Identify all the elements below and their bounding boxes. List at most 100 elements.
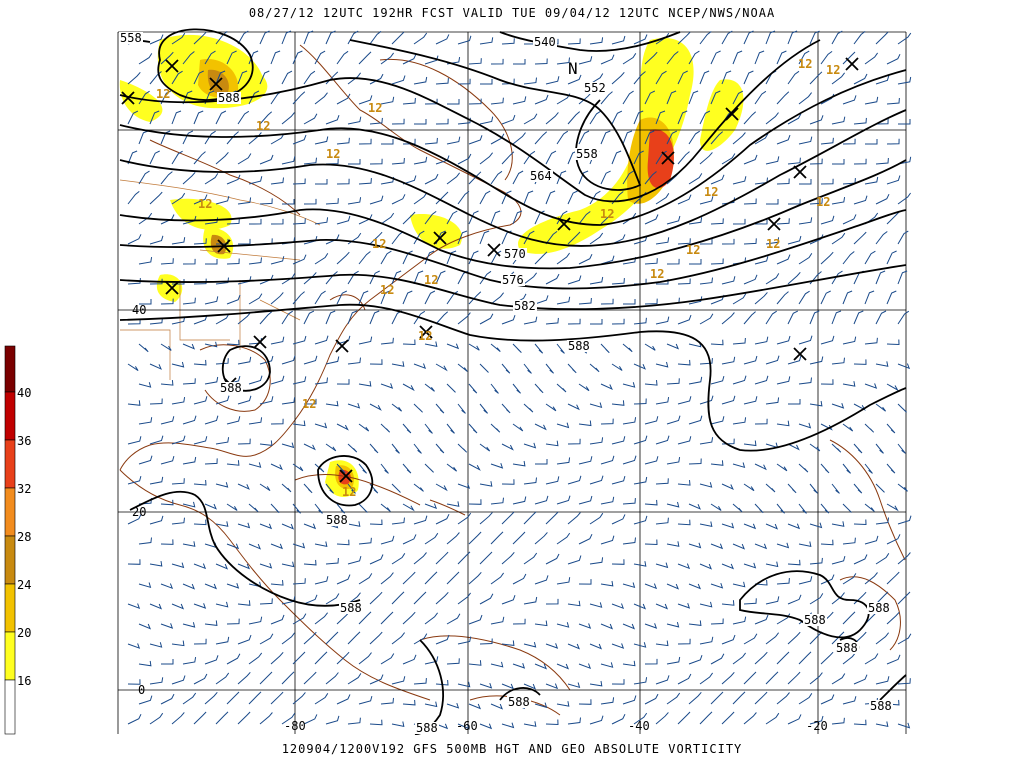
wind-barb — [380, 52, 395, 65]
wind-barb — [325, 557, 339, 565]
wind-barb — [380, 290, 391, 305]
wind-barb — [622, 53, 637, 65]
wind-barb — [490, 616, 505, 625]
wind-barb — [270, 375, 285, 385]
wind-barb — [765, 397, 780, 405]
wind-barb — [391, 676, 406, 685]
wind-barb — [710, 131, 724, 145]
wind-barb — [171, 517, 185, 525]
wind-barb — [535, 459, 548, 465]
wind-barb — [567, 512, 581, 525]
vorticity-label: 12 — [326, 147, 340, 161]
wind-barb — [490, 383, 499, 394]
vorticity-label: 12 — [380, 283, 394, 297]
wind-barb — [688, 217, 703, 225]
wind-barb — [358, 652, 372, 665]
wind-barb — [160, 380, 174, 386]
wind-barb — [501, 479, 515, 485]
wind-barb — [743, 712, 757, 725]
wind-barb — [171, 237, 186, 245]
wind-barb — [369, 231, 383, 245]
wind-barb — [622, 582, 636, 589]
wind-barb — [303, 310, 315, 325]
wind-barb — [512, 170, 524, 185]
wind-barb — [787, 443, 800, 451]
wind-barb — [182, 130, 194, 145]
wind-barb — [413, 591, 427, 605]
wind-barb — [336, 463, 346, 474]
wind-barb — [633, 677, 648, 685]
wind-barb — [556, 57, 570, 65]
wind-barb — [138, 382, 152, 388]
wind-barb — [655, 712, 669, 725]
wind-barb — [776, 503, 785, 514]
wind-barb — [666, 415, 681, 425]
wind-barb — [589, 512, 604, 525]
wind-barb — [468, 291, 482, 305]
wind-barb — [501, 315, 516, 325]
wind-barb — [226, 543, 240, 550]
wind-barb — [171, 150, 183, 165]
wind-barb — [798, 541, 812, 548]
wind-barb — [787, 310, 799, 325]
wind-barb — [545, 476, 560, 485]
vorticity-label: 12 — [156, 87, 170, 101]
wind-barb — [732, 652, 746, 665]
wind-barb — [853, 231, 867, 245]
wind-barb — [798, 217, 813, 225]
wind-barb — [237, 483, 250, 490]
wind-barb — [215, 277, 229, 285]
wind-barb — [204, 296, 219, 305]
wind-barb — [677, 278, 691, 285]
wind-barb — [380, 535, 395, 545]
wind-barb — [391, 443, 400, 454]
wind-barb — [413, 633, 428, 645]
wind-barb — [534, 532, 548, 545]
wind-barb — [358, 423, 370, 432]
wind-barb — [380, 653, 395, 665]
plot-title: 08/27/12 12UTC 192HR FCST VALID TUE 09/0… — [248, 6, 776, 20]
wind-barb — [688, 503, 701, 510]
wind-barb — [248, 293, 263, 305]
wind-barb — [567, 74, 582, 85]
wind-barb — [600, 662, 614, 668]
wind-barb — [743, 311, 756, 325]
wind-barb — [513, 59, 526, 65]
wind-barb — [193, 519, 207, 526]
wind-barb — [710, 618, 724, 625]
wind-barb — [303, 671, 317, 685]
wind-barb — [358, 463, 367, 474]
wind-barb — [732, 375, 747, 385]
wind-barb — [358, 503, 368, 513]
vorticity-max-marker — [725, 107, 739, 121]
wind-barbs — [127, 30, 912, 730]
wind-barb — [633, 435, 648, 445]
wind-barb — [215, 110, 227, 125]
wind-barb — [677, 603, 691, 609]
wind-barb — [336, 694, 351, 705]
wind-barb — [127, 436, 142, 445]
wind-barb — [853, 719, 867, 726]
wind-barb — [842, 611, 856, 625]
contour-label-bg — [529, 170, 553, 182]
wind-barb — [765, 355, 780, 365]
wind-barb — [347, 72, 361, 85]
wind-barb — [732, 581, 746, 588]
wind-barb — [215, 238, 229, 245]
wind-barb — [292, 503, 301, 514]
wind-barb — [710, 90, 721, 105]
lon-label-60: -60 — [456, 719, 478, 733]
wind-barb — [127, 559, 141, 565]
wind-barb — [898, 119, 911, 125]
wind-barb — [776, 178, 790, 185]
vorticity-max-marker — [767, 217, 781, 231]
wind-barb — [743, 111, 757, 125]
wind-barb — [655, 193, 670, 205]
wind-barb — [523, 683, 537, 690]
wind-barb — [457, 551, 471, 565]
wind-barb — [237, 197, 252, 205]
wind-barb — [281, 397, 296, 405]
wind-barb — [567, 275, 582, 285]
wind-barb — [490, 97, 504, 105]
wind-barb — [391, 75, 406, 85]
